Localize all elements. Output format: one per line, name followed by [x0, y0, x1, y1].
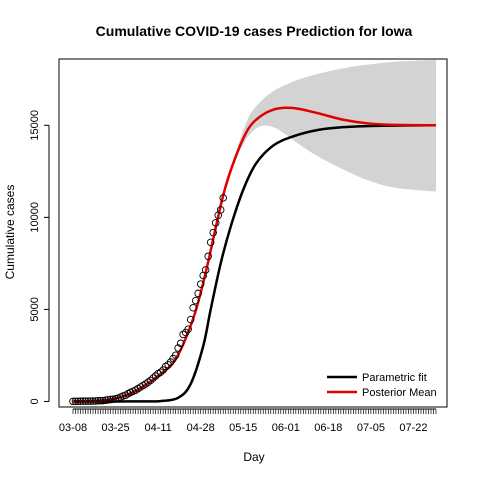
y-tick-label: 15000	[29, 110, 41, 141]
legend-label-posterior: Posterior Mean	[362, 387, 437, 399]
observed-point	[164, 360, 172, 369]
observed-point	[146, 376, 155, 385]
observed-point	[151, 372, 160, 380]
observed-point	[86, 397, 95, 405]
legend-label-parametric: Parametric fit	[362, 372, 427, 384]
observed-point	[104, 396, 112, 404]
observed-point	[189, 303, 197, 312]
x-axis-label: Day	[243, 450, 264, 464]
observed-point	[204, 252, 212, 261]
x-tick-label: 05-15	[229, 422, 257, 434]
observed-point	[156, 368, 165, 377]
y-tick-label: 0	[29, 398, 41, 404]
observed-point	[176, 339, 185, 348]
y-axis-label: Cumulative cases	[3, 185, 17, 280]
observed-point	[99, 396, 107, 405]
parametric-fit-line	[72, 124, 437, 403]
observed-point	[101, 396, 110, 404]
x-tick-label: 03-25	[101, 422, 129, 434]
observed-point	[109, 395, 117, 403]
x-tick-label: 04-28	[187, 422, 215, 434]
observed-point	[219, 194, 227, 202]
observed-point	[69, 397, 77, 406]
x-tick-label: 06-01	[272, 422, 300, 434]
observed-point	[149, 374, 157, 382]
y-axis: 0 5000 10000 15000	[29, 110, 50, 405]
observed-point	[211, 219, 220, 227]
observed-point	[141, 380, 150, 388]
observed-point	[79, 397, 87, 405]
observed-point	[201, 266, 210, 274]
observed-point	[84, 397, 92, 405]
y-tick-label: 10000	[29, 202, 41, 233]
observed-point	[191, 296, 200, 305]
observed-point	[206, 238, 215, 247]
observed-point	[196, 280, 205, 288]
x-tick-label: 07-05	[357, 422, 385, 434]
observed-point	[91, 397, 100, 405]
observed-point	[94, 397, 102, 405]
series-lines	[72, 106, 437, 403]
observed-point	[179, 330, 187, 339]
observed-point	[74, 397, 82, 405]
observed-point	[106, 395, 115, 404]
legend: Parametric fit Posterior Mean	[327, 372, 437, 399]
observed-point	[81, 397, 90, 405]
observed-point	[194, 289, 202, 298]
observed-point	[71, 397, 80, 406]
posterior-mean-line	[72, 106, 437, 403]
observed-point	[216, 206, 225, 214]
observed-point	[184, 325, 192, 333]
observed-point	[76, 397, 85, 405]
x-tick-label: 04-11	[144, 422, 171, 434]
observed-point	[209, 228, 217, 237]
observed-point	[174, 344, 182, 352]
observed-point	[89, 397, 97, 405]
observed-points	[69, 194, 227, 406]
chart-title: Cumulative COVID-19 cases Prediction for…	[96, 23, 413, 39]
x-tick-label: 03-08	[59, 422, 87, 434]
x-tick-label: 07-22	[399, 422, 427, 434]
observed-point	[171, 351, 180, 359]
observed-point	[161, 362, 170, 371]
observed-point	[144, 378, 152, 386]
y-tick-label: 5000	[29, 297, 41, 321]
x-axis: 03-08 03-25 04-11 04-28 05-15 06-01 06-18 07-05…	[59, 408, 437, 434]
plot-frame	[58, 58, 448, 408]
x-tick-label: 06-18	[314, 422, 342, 434]
observed-point	[186, 315, 195, 324]
observed-point	[96, 396, 105, 405]
